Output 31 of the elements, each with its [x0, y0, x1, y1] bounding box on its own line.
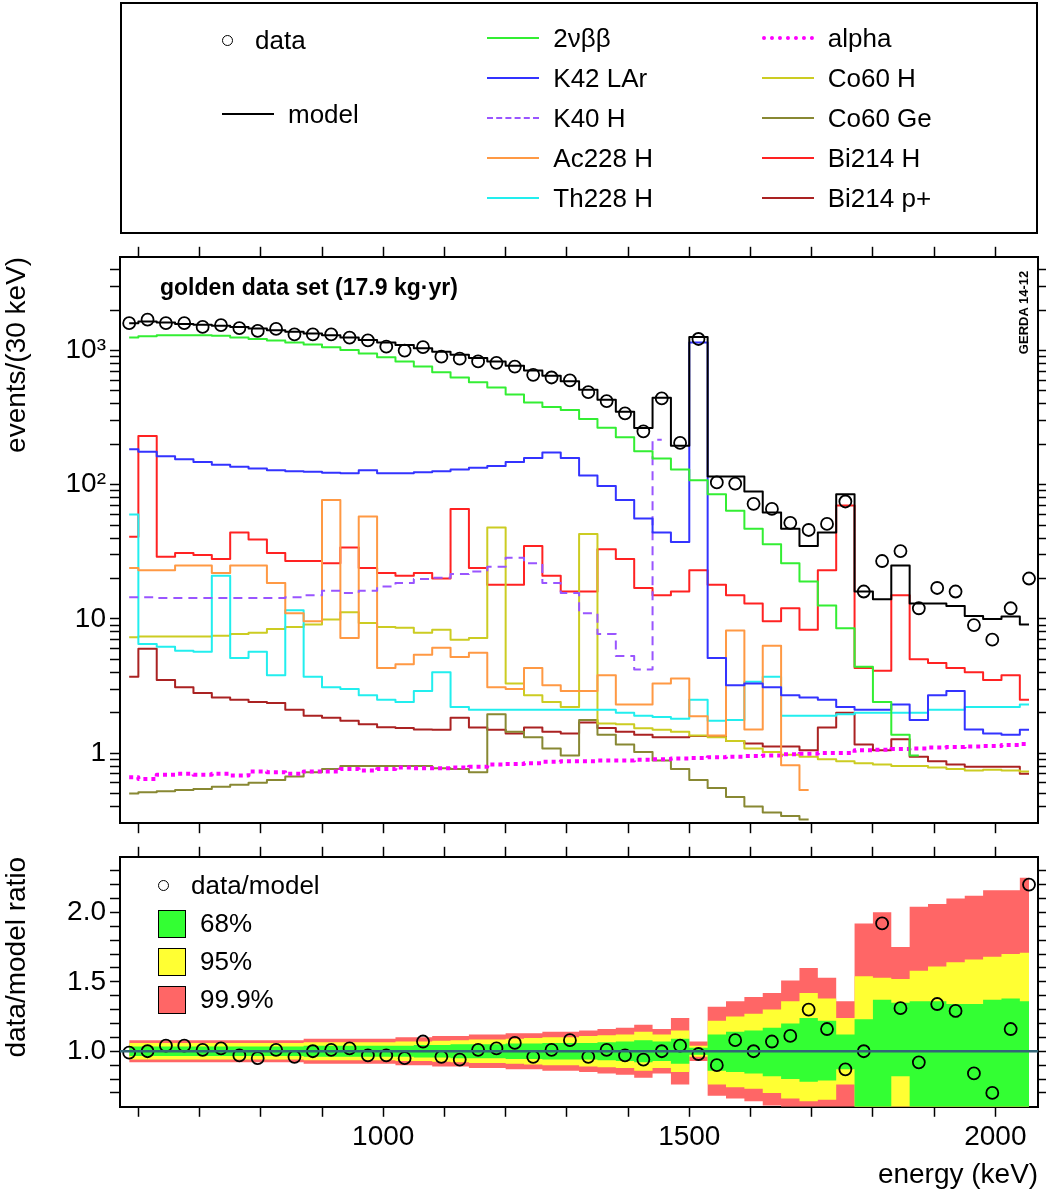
y-tick-label: 10² — [65, 467, 106, 499]
legend-label: Ac228 H — [553, 142, 654, 174]
y-axis-title: events/(30 keV) — [0, 256, 31, 453]
legend-label: 99.9% — [200, 984, 274, 1016]
legend-label: 68% — [200, 908, 253, 940]
legend-label: Bi214 H — [827, 142, 921, 174]
y-tick-label: 1.0 — [67, 1033, 106, 1065]
legend-label: 95% — [200, 946, 253, 978]
legend-label: Bi214 p+ — [827, 182, 932, 214]
legend-label: data — [255, 24, 306, 56]
y-tick-label: 2.0 — [67, 895, 106, 927]
x-axis-title: energy (keV) — [877, 1157, 1039, 1189]
legend-label: K40 H — [553, 102, 626, 134]
y-axis-title: data/model ratio — [0, 856, 31, 1058]
legend-label: data/model — [191, 870, 320, 902]
x-tick-label: 2000 — [964, 1120, 1027, 1152]
annotation: GERDA 14-12 — [1016, 270, 1032, 355]
legend-label: Co60 H — [827, 62, 916, 94]
legend-label: 2νββ — [553, 22, 611, 54]
legend-label: alpha — [827, 22, 892, 54]
y-tick-label: 1.5 — [67, 964, 106, 996]
legend-label: Th228 H — [553, 182, 654, 214]
text: golden data set (17.9 kg·yr) — [160, 273, 458, 300]
x-tick-label: 1000 — [352, 1120, 415, 1152]
legend-label: K42 LAr — [553, 62, 648, 94]
legend-label: Co60 Ge — [827, 102, 932, 134]
y-tick-label: 10³ — [65, 333, 106, 365]
y-tick-label: 1 — [90, 735, 106, 767]
legend-label: model — [288, 98, 359, 130]
y-tick-label: 10 — [74, 601, 106, 633]
x-tick-label: 1500 — [658, 1120, 721, 1152]
